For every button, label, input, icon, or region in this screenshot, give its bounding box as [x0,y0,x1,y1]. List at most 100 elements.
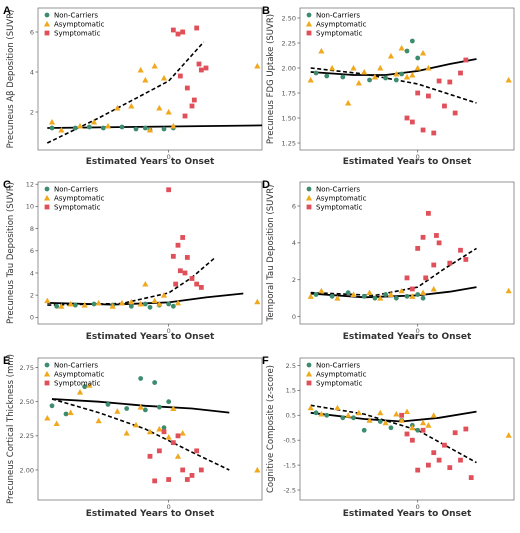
panel-c-point-asymptomatic [95,299,102,306]
panel-d-point-symptomatic [420,234,426,240]
panel-d-point-asymptomatic [398,287,405,294]
panel-f-xtick-label: 0 [416,503,420,511]
panel-b-point-symptomatic [415,90,421,96]
panel-e-ytick-label: 2.75 [20,364,34,372]
panel-c-point-asymptomatic [81,302,88,308]
panel-f-point-noncarrier [377,419,383,424]
panel-b-point-noncarrier [399,71,405,77]
panel-b-ytick-label: 2.00 [282,64,296,72]
panel-a-point-noncarrier [49,125,55,131]
panel-c-plot-area [37,181,263,325]
panel-b-point-noncarrier [415,55,421,61]
panel-a-legend-marker-noncarrier [44,12,50,18]
panel-d-point-symptomatic [415,245,421,251]
panel-f-ytick-label: -2.5 [283,486,296,494]
panel-d-point-symptomatic [434,233,439,238]
panel-a-point-asymptomatic [142,76,149,83]
panel-b-point-noncarrier [393,77,399,83]
panel-f-point-symptomatic [447,465,453,471]
panel-b-ytick-label: 1.50 [282,114,296,122]
panel-c-point-noncarrier [91,301,97,307]
panel-b-point-symptomatic [442,103,447,109]
panel-a-legend-marker-symptomatic [44,30,50,36]
panel-c-point-symptomatic [177,268,183,274]
panel-d-legend-marker-noncarrier [306,186,312,192]
panel-f-point-noncarrier [361,427,367,433]
panel-c-point-symptomatic [166,187,172,193]
panel-d-point-noncarrier [345,290,351,296]
panel-c-point-asymptomatic [67,300,74,307]
panel-e-point-symptomatic [166,477,172,482]
panel-f-legend-marker-symptomatic [306,380,312,386]
panel-d-point-noncarrier [404,293,410,299]
panel-d-ytick-label: 4 [292,239,296,247]
panel-b-point-asymptomatic [318,47,325,54]
panel-c-point-asymptomatic [118,299,126,306]
panel-b-ylabel: Precuneus FDG Uptake (SUVR) [266,14,276,144]
panel-d-point-asymptomatic [377,295,384,301]
panel-f-point-symptomatic [399,412,405,418]
panel-c-point-noncarrier [147,304,153,310]
panel-c-point-symptomatic [170,253,176,259]
panel-f-ytick-label: -1.5 [283,461,296,469]
panel-f-legend-label-noncarrier: Non-Carriers [316,362,360,370]
panel-b-ytick-label: 1.75 [282,89,296,97]
panel-b-ticks: 1.25 1.50 1.75 2.00 2.25 2.50 0 [282,14,420,161]
panel-f-point-symptomatic [431,450,437,456]
panel-e-point-asymptomatic [76,389,84,395]
panel-b-point-asymptomatic [371,73,378,80]
panel-a-point-symptomatic [189,103,195,109]
panel-f-legend-marker-noncarrier [306,362,312,368]
panel-e-xtick-label: 0 [167,503,171,511]
panel-a-dashed-fit-line [46,41,205,144]
panel-a-ticks: 2 4 6 0 [30,28,171,161]
panel-f-ylabel: Cognitive Composite (z-score) [266,365,276,493]
panel-c-ytick-label: 6 [30,247,34,255]
panel-b-legend-marker-asymptomatic [305,20,313,27]
panel-e-point-noncarrier [105,402,111,407]
panel-e: E Precuneus Cortical Thickness (mm) Esti… [3,354,263,519]
panel-c-point-asymptomatic [142,280,149,287]
panel-c-point-asymptomatic [128,298,135,305]
panel-b-ytick-label: 2.25 [282,39,296,47]
panel-a-ytick-label: 2 [30,108,34,116]
panel-f-ytick-label: 0.5 [286,412,296,420]
panel-e-legend-label-noncarrier: Non-Carriers [54,362,98,370]
panel-f-point-symptomatic [420,427,426,433]
panel-f-point-symptomatic [404,431,410,437]
panel-a-point-symptomatic [182,113,188,119]
panel-b-legend-label-noncarrier: Non-Carriers [316,12,360,20]
panel-d-xtick-label: 0 [416,327,420,335]
panel-b-point-asymptomatic [505,76,512,83]
panel-b-point-symptomatic [426,93,431,99]
panel-c-point-symptomatic [182,270,188,276]
panel-d-point-asymptomatic [366,289,373,296]
panel-d-letter: D [262,179,270,191]
panel-a-point-noncarrier [72,125,78,131]
panel-d-point-noncarrier [372,295,378,301]
panel-e-point-symptomatic [198,467,204,473]
panel-c-ylabel: Precuneus Tau Deposition (SUVR) [6,182,16,324]
panel-b-point-asymptomatic [398,44,405,51]
panel-c-ytick-label: 8 [30,225,34,233]
panel-c-ytick-label: 4 [30,269,34,277]
panel-c-point-asymptomatic [254,298,261,305]
panel-a-point-asymptomatic [58,126,65,133]
panel-f-point-asymptomatic [382,419,389,426]
panel-b-point-symptomatic [404,115,410,121]
panel-b-points [307,38,512,136]
panel-c-legend-label-symptomatic: Symptomatic [54,204,101,212]
panel-f-points [307,404,512,480]
panel-f-point-asymptomatic [318,410,325,417]
panel-d-point-symptomatic [463,257,469,262]
panel-f-point-asymptomatic [334,404,341,411]
panel-d-point-noncarrier [415,292,421,297]
panel-c-ticks: 0 2 4 6 8 10 12 0 [26,181,171,335]
panel-f-point-symptomatic [409,437,415,443]
panel-d-point-asymptomatic [387,291,395,297]
panel-f: F Cognitive Composite (z-score) Estimate… [262,355,515,519]
